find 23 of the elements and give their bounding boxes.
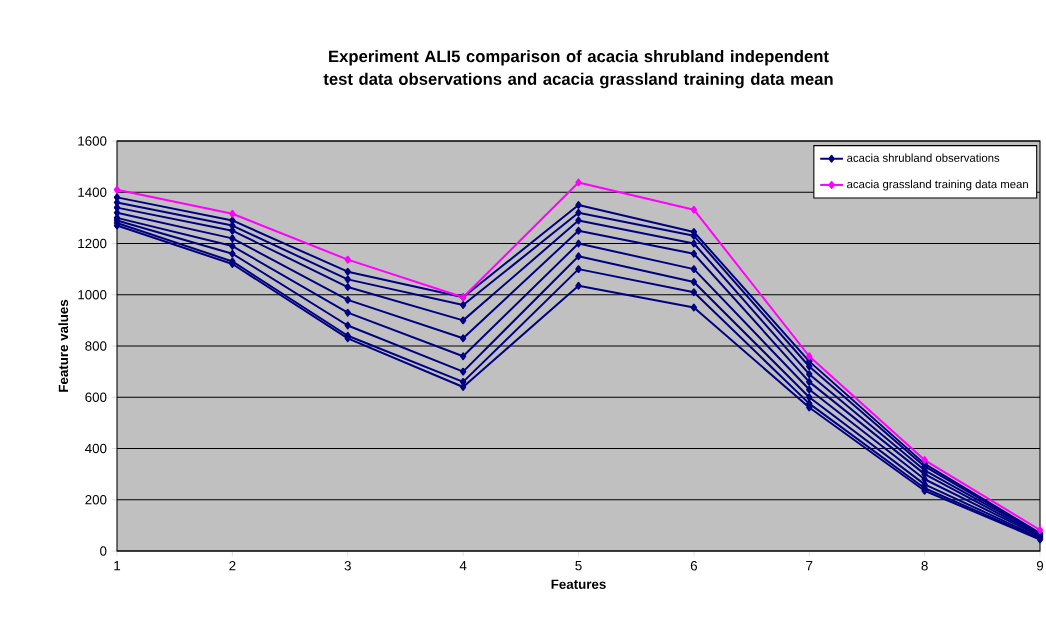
chart-title: Experiment ALI5 comparison of acacia shrubland independent test data observations and acacia grassland training data mean	[323, 50, 833, 89]
y-tick-label: 0	[100, 546, 107, 556]
x-tick-label: 3	[344, 561, 351, 571]
y-tick-label: 400	[85, 443, 107, 454]
x-tick-label: 4	[459, 561, 467, 571]
y-tick-label: 600	[85, 392, 107, 402]
x-tick-label: 1	[114, 561, 121, 571]
y-tick-label: 1400	[78, 187, 107, 197]
y-tick-label: 1200	[78, 238, 107, 249]
y-tick-label: 1600	[78, 136, 107, 146]
x-axis-title: Features	[551, 579, 606, 589]
y-tick-label: 800	[85, 341, 107, 351]
y-tick-label: 200	[85, 495, 107, 505]
x-tick-label: 6	[690, 561, 698, 571]
y-tick-label: 1000	[78, 290, 107, 300]
x-tick-label: 5	[575, 561, 582, 571]
legend-label: acacia grassland training data mean	[847, 179, 1028, 191]
x-tick-label: 2	[229, 561, 236, 571]
x-tick-label: 8	[921, 561, 928, 571]
x-tick-label: 9	[1036, 561, 1044, 571]
x-tick-label: 7	[806, 561, 813, 571]
y-axis-title: Feature values	[58, 299, 69, 392]
legend-label: acacia shrubland observations	[847, 153, 1000, 162]
